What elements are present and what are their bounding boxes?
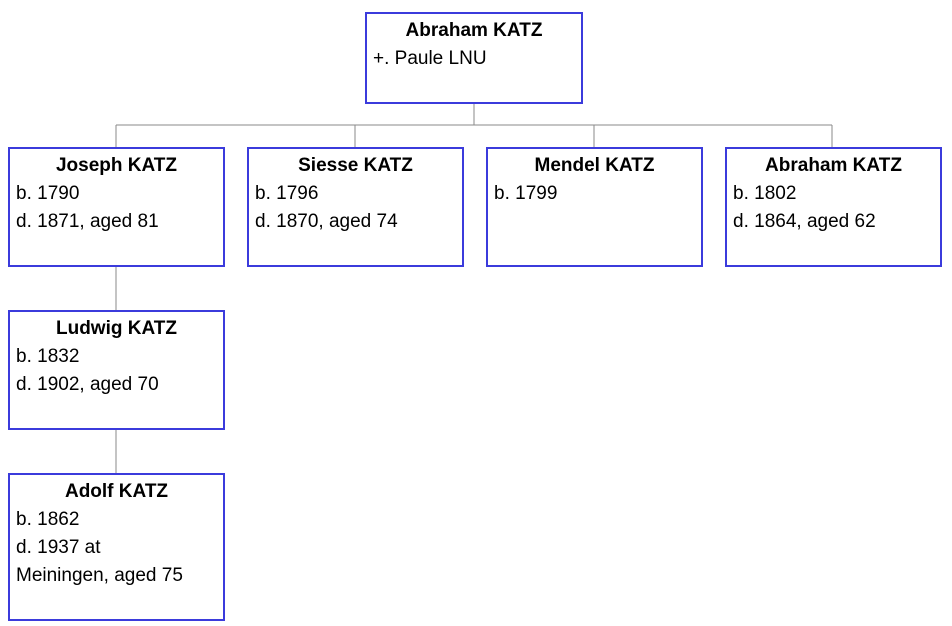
person-box-joseph[interactable]: Joseph KATZ b. 1790 d. 1871, aged 81 xyxy=(8,147,225,267)
person-box-adolf[interactable]: Adolf KATZ b. 1862 d. 1937 at Meiningen,… xyxy=(8,473,225,621)
person-name: Abraham KATZ xyxy=(405,20,543,41)
birth-text: b. 1790 xyxy=(16,183,80,204)
death-text: d. 1870, aged 74 xyxy=(255,211,398,232)
person-name: Siesse KATZ xyxy=(298,155,413,176)
person-name: Joseph KATZ xyxy=(55,155,178,176)
birth-text: b. 1862 xyxy=(16,509,80,530)
person-box-siesse[interactable]: Siesse KATZ b. 1796 d. 1870, aged 74 xyxy=(247,147,464,267)
birth-text: b. 1802 xyxy=(733,183,797,204)
death-text: d. 1871, aged 81 xyxy=(16,211,159,232)
person-name: Ludwig KATZ xyxy=(55,318,177,339)
death-text: d. 1902, aged 70 xyxy=(16,374,159,395)
person-name: Adolf KATZ xyxy=(64,481,169,502)
person-box-mendel[interactable]: Mendel KATZ b. 1799 xyxy=(486,147,703,267)
birth-text: b. 1796 xyxy=(255,183,319,204)
person-box-root[interactable]: Abraham KATZ +. Paule LNU xyxy=(365,12,583,104)
spouse-text: +. Paule LNU xyxy=(373,48,487,69)
person-box-abraham-jr[interactable]: Abraham KATZ b. 1802 d. 1864, aged 62 xyxy=(725,147,942,267)
person-box-ludwig[interactable]: Ludwig KATZ b. 1832 d. 1902, aged 70 xyxy=(8,310,225,430)
birth-text: b. 1832 xyxy=(16,346,80,367)
death-text: d. 1864, aged 62 xyxy=(733,211,876,232)
person-name: Mendel KATZ xyxy=(534,155,655,176)
person-name: Abraham KATZ xyxy=(765,155,902,176)
death-text: d. 1937 at Meiningen, aged 75 xyxy=(16,537,183,586)
birth-text: b. 1799 xyxy=(494,183,558,204)
